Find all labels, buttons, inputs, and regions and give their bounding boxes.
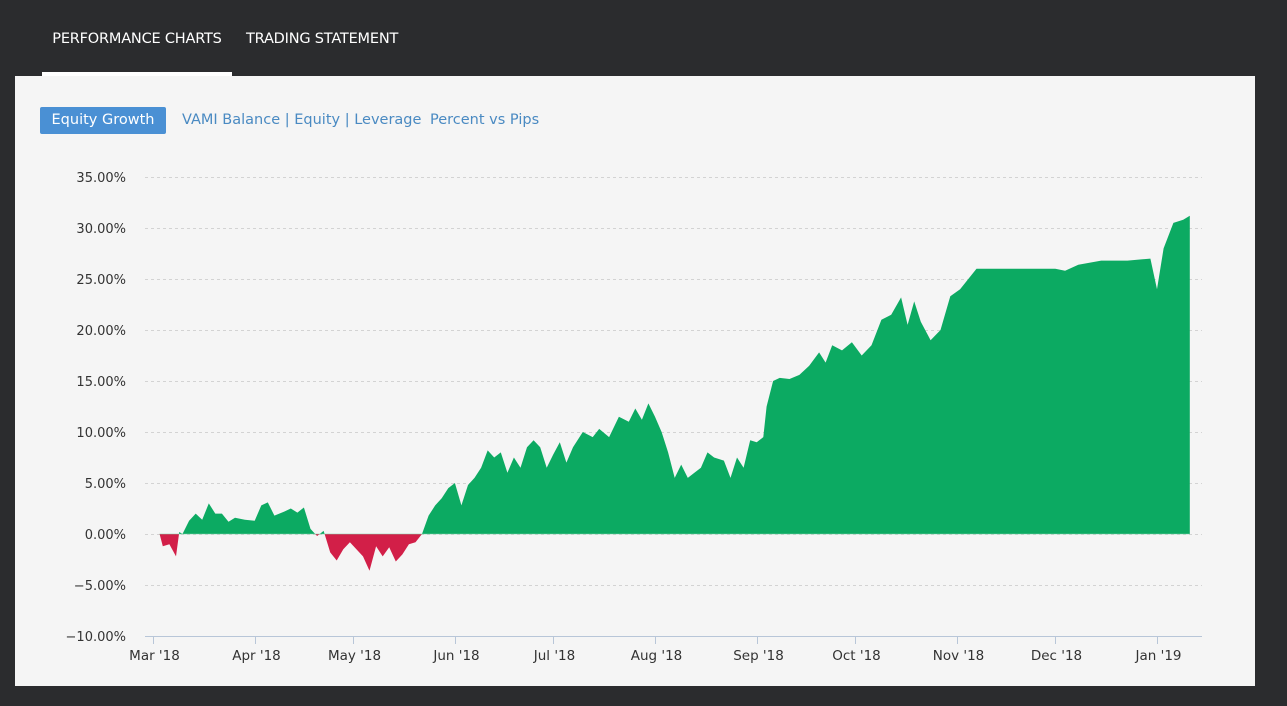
series-positive-area [159, 215, 1190, 535]
x-tick-label: Oct '18 [832, 648, 881, 664]
active-tab-indicator [42, 72, 232, 76]
y-tick-label: 0.00% [85, 528, 126, 543]
x-tick-label: Mar '18 [129, 648, 180, 664]
x-axis [145, 636, 1202, 644]
x-tick-label: Aug '18 [631, 648, 683, 664]
y-tick-label: 20.00% [76, 324, 126, 339]
top-nav: PERFORMANCE CHARTS TRADING STATEMENT [15, 0, 1255, 76]
x-tick-label: Jan '19 [1135, 648, 1182, 664]
y-tick-label: −10.00% [66, 630, 126, 645]
subtab-equity-growth[interactable]: Equity Growth [40, 107, 166, 134]
y-tick-label: 30.00% [76, 222, 126, 237]
subtab-percent-vs-pips[interactable]: Percent vs Pips [430, 112, 540, 128]
gridlines [145, 177, 1202, 586]
series-negative-area [159, 534, 1190, 571]
x-tick-label: Apr '18 [232, 648, 281, 664]
x-tick-label: May '18 [328, 648, 381, 664]
y-tick-label: 25.00% [76, 273, 126, 288]
y-axis-labels: 35.00% 30.00% 25.00% 20.00% 15.00% 10.00% 5.00… [66, 171, 126, 645]
y-tick-label: 10.00% [76, 426, 126, 441]
tab-trading-statement[interactable]: TRADING STATEMENT [246, 31, 399, 47]
x-tick-label: Dec '18 [1031, 648, 1082, 664]
x-tick-label: Jul '18 [533, 648, 575, 664]
y-tick-label: 5.00% [85, 477, 126, 492]
x-tick-label: Jun '18 [432, 648, 479, 664]
y-tick-label: 15.00% [76, 375, 126, 390]
y-tick-label: −5.00% [74, 579, 126, 594]
subtab-vami-balance-equity-leverage[interactable]: VAMI Balance | Equity | Leverage [182, 112, 422, 128]
tab-performance-charts[interactable]: PERFORMANCE CHARTS [52, 31, 222, 47]
y-tick-label: 35.00% [76, 171, 126, 186]
x-tick-label: Sep '18 [733, 648, 784, 664]
x-axis-labels: Mar '18 Apr '18 May '18 Jun '18 Jul '18 Aug '… [129, 648, 1181, 664]
equity-area [159, 215, 1190, 571]
x-tick-label: Nov '18 [933, 648, 985, 664]
